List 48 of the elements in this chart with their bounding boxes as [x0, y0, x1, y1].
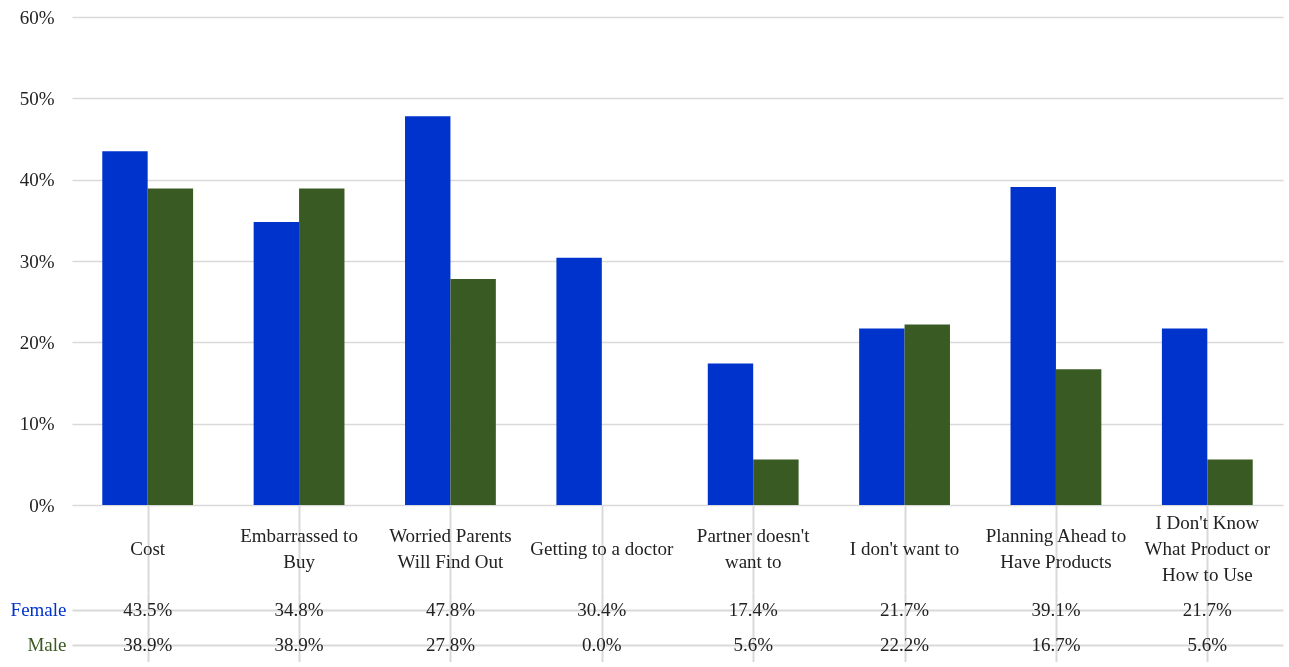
bar — [1161, 328, 1208, 505]
data-label: 21.7% — [880, 598, 930, 620]
bar — [1010, 186, 1056, 505]
data-label: 30.4% — [577, 598, 627, 620]
bar — [405, 116, 451, 505]
data-label: 38.9% — [123, 633, 173, 655]
data-label: 21.7% — [1182, 598, 1233, 620]
data-label: 34.8% — [274, 598, 324, 620]
x-tick-label: Embarrassed to Buy — [240, 524, 358, 572]
data-label: 17.4% — [728, 598, 778, 620]
y-tick-label: 60% — [19, 6, 55, 28]
bar — [1055, 369, 1102, 505]
bar — [253, 221, 300, 505]
data-label: 16.7% — [1031, 633, 1081, 655]
y-tick-label: 40% — [19, 169, 55, 191]
y-tick-label: 20% — [19, 331, 55, 353]
bar — [1207, 459, 1253, 505]
y-tick-label: 0% — [29, 494, 55, 516]
x-tick-label: Planning Ahead to Have Products — [985, 524, 1127, 572]
text: Male — [27, 634, 67, 655]
text: Female — [10, 599, 67, 620]
y-tick-label: 30% — [19, 250, 55, 272]
data-label: 22.2% — [880, 633, 930, 655]
bar — [450, 278, 496, 505]
bar — [904, 324, 950, 505]
data-label: 43.5% — [123, 598, 173, 620]
y-tick-label: 50% — [19, 87, 55, 109]
bar — [102, 151, 148, 505]
data-label: 39.1% — [1031, 598, 1081, 620]
data-label: 47.8% — [425, 598, 476, 620]
y-tick-label: 10% — [19, 413, 55, 435]
data-label: 5.6% — [1187, 633, 1228, 655]
bar — [707, 363, 754, 505]
bar — [556, 257, 602, 505]
data-label: 38.9% — [274, 633, 324, 655]
x-tick-label: Getting to a doctor — [530, 537, 674, 559]
x-tick-label: Worried Parents Will Find Out — [389, 524, 512, 572]
bar — [299, 188, 345, 505]
bar — [147, 188, 194, 505]
data-label: 0.0% — [582, 633, 622, 655]
bar — [859, 328, 905, 505]
x-tick-label: I don't want to — [849, 537, 960, 559]
bar — [753, 459, 799, 505]
x-tick-label: I Don't Know What Product or How to Use — [1144, 511, 1271, 585]
data-label: 5.6% — [733, 633, 774, 655]
x-tick-label: Partner doesn't want to — [696, 524, 811, 572]
data-label: 27.8% — [425, 633, 476, 655]
x-tick-label: Cost — [130, 537, 166, 559]
